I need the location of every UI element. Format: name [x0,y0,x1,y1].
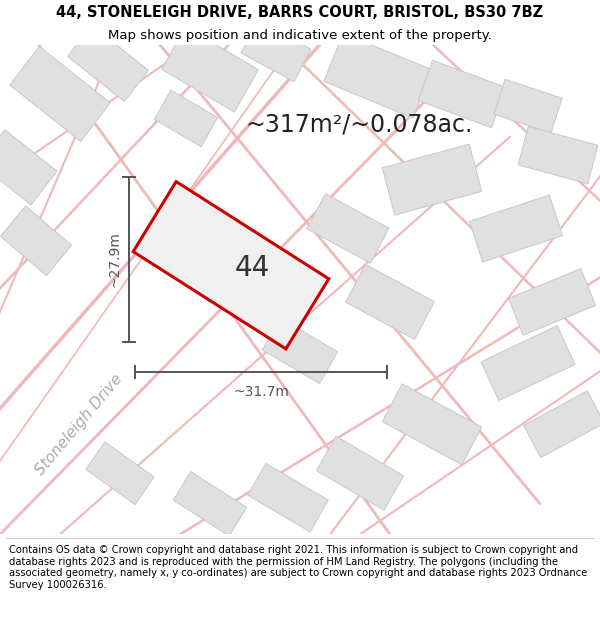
Polygon shape [1,206,71,276]
Text: ~317m²/~0.078ac.: ~317m²/~0.078ac. [246,112,473,136]
Text: Map shows position and indicative extent of the property.: Map shows position and indicative extent… [108,29,492,42]
Polygon shape [173,472,247,536]
Polygon shape [10,46,110,141]
Polygon shape [382,384,482,465]
Polygon shape [316,436,404,510]
Polygon shape [307,194,389,263]
Polygon shape [518,126,598,184]
Text: ~27.9m: ~27.9m [108,231,122,287]
Polygon shape [0,130,57,205]
Text: 44, STONELEIGH DRIVE, BARRS COURT, BRISTOL, BS30 7BZ: 44, STONELEIGH DRIVE, BARRS COURT, BRIST… [56,5,544,20]
Polygon shape [324,33,432,118]
Polygon shape [470,195,562,262]
Polygon shape [241,21,311,82]
Polygon shape [509,269,595,335]
Polygon shape [154,90,218,147]
Text: Contains OS data © Crown copyright and database right 2021. This information is : Contains OS data © Crown copyright and d… [9,545,587,590]
Polygon shape [133,182,329,349]
Polygon shape [248,463,328,532]
Text: Stoneleigh Drive: Stoneleigh Drive [33,371,126,478]
Polygon shape [346,264,434,339]
Polygon shape [86,442,154,504]
Polygon shape [418,60,506,127]
Polygon shape [481,326,575,401]
Polygon shape [161,27,259,112]
Polygon shape [382,144,482,215]
Polygon shape [68,25,148,102]
Text: 44: 44 [235,254,269,282]
Polygon shape [262,318,338,384]
Polygon shape [494,79,562,133]
Polygon shape [524,391,600,458]
Text: ~31.7m: ~31.7m [233,384,289,399]
